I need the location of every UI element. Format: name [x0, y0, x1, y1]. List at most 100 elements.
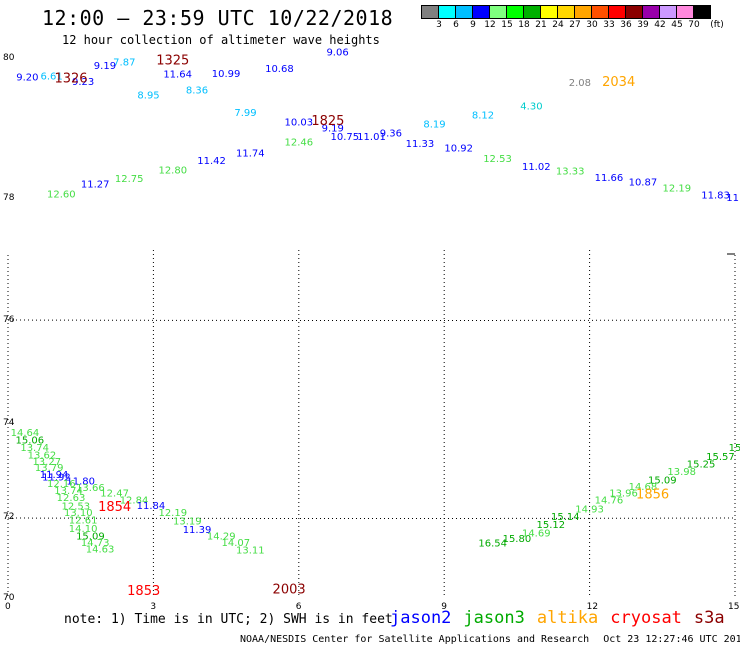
swh-value: 10.92 [444, 143, 473, 154]
legend-entry-jason3: jason3 [463, 608, 525, 628]
swh-value: 14.64 [11, 428, 40, 439]
satellite-legend: jason2 jason3 altika cryosat s3a [390, 608, 737, 628]
swh-value: 11.01 [357, 132, 386, 143]
lat-gridline [7, 517, 736, 519]
lon-tick-label: 6 [296, 602, 302, 612]
units-note: note: 1) Time is in UTC; 2) SWH is in fe… [64, 612, 393, 627]
swh-value: 14.10 [69, 524, 98, 535]
swh-value: 12.47 [100, 488, 129, 499]
swh-value: 7.87 [113, 58, 135, 69]
footer-source: NOAA/NESDIS Center for Satellite Applica… [240, 634, 590, 645]
swh-value: 13.96 [609, 488, 638, 499]
swh-value: 9.19 [322, 123, 344, 134]
swh-value: 8.36 [186, 86, 208, 97]
swh-value: 13.27 [32, 457, 61, 468]
colorbar-tick-label: 70 [688, 20, 700, 30]
colorbar-tick-label: 42 [654, 20, 666, 30]
swh-value: 13.11 [236, 546, 265, 557]
swh-value: 7.99 [234, 108, 256, 119]
colorbar-tick-label: 30 [586, 20, 598, 30]
colorbar-tick-label: 21 [535, 20, 547, 30]
colorbar-tick-label: 33 [603, 20, 615, 30]
colorbar-labels: 3 6 9 12 15 18 21 24 27 30 33 36 39 42 45 70 (ft) [421, 19, 724, 33]
swh-value: 13.62 [28, 451, 57, 462]
swh-value: 11.27 [81, 180, 110, 191]
swh-value: 12.80 [158, 166, 187, 177]
swh-value: 9.20 [16, 73, 38, 84]
swh-value: 12.61 [69, 515, 98, 526]
swh-value: 12.53 [62, 501, 91, 512]
swh-value: 13.74 [54, 486, 83, 497]
swh-value: 13.74 [20, 443, 49, 454]
lon-tick-label: 9 [441, 602, 447, 612]
swh-value: 11 [726, 193, 739, 204]
swh-value: 11.84 [137, 501, 166, 512]
legend-entry-s3a: s3a [693, 608, 725, 628]
swh-value: 11.92 [42, 472, 71, 483]
lat-tick-label: 72 [3, 512, 14, 522]
pass-time-label: 1853 [127, 584, 160, 599]
swh-value: 14.07 [221, 538, 250, 549]
colorbar-tick-label: 3 [436, 20, 442, 30]
swh-value: 12.63 [57, 493, 86, 504]
swh-value: 13.10 [64, 508, 93, 519]
swh-value: 15.25 [687, 459, 716, 470]
swh-value: 10.87 [629, 177, 658, 188]
swh-value: 11.02 [522, 162, 551, 173]
lat-tick-label: 78 [3, 193, 15, 203]
lat-tick-label: 76 [3, 315, 15, 325]
swh-value: 11.94 [40, 470, 69, 481]
colorbar-unit: (ft) [710, 20, 724, 30]
colorbar-tick-label: 27 [569, 20, 581, 30]
swh-value: 9.36 [380, 128, 402, 139]
swh-value: 14.29 [207, 532, 236, 543]
colorbar-swatch [693, 5, 711, 19]
swh-value: 9.19 [94, 61, 116, 72]
swh-value: 15.12 [537, 520, 566, 531]
swh-value: 15.09 [76, 532, 105, 543]
page-subtitle: 12 hour collection of altimeter wave hei… [62, 33, 380, 47]
pass-time-label: 1854 [98, 500, 131, 515]
swh-value: 12.46 [284, 137, 313, 148]
swh-value: 9.06 [326, 47, 348, 58]
swh-value: 13.33 [556, 167, 585, 178]
swh-value: 15.57 [706, 452, 735, 463]
lat-tick-label: 74 [3, 418, 15, 428]
swh-value: 12.60 [47, 189, 76, 200]
swh-value: 11.42 [197, 156, 226, 167]
footer-timestamp: Oct 23 12:27:46 UTC 2018 [603, 634, 740, 645]
pass-time-label: 2003 [273, 583, 306, 598]
swh-value: 15.09 [648, 476, 677, 487]
page-title: 12:00 – 23:59 UTC 10/22/2018 [42, 6, 394, 30]
swh-value: 12.19 [158, 508, 187, 519]
pass-time-label: 1326 [54, 71, 87, 86]
colorbar-tick-label: 45 [671, 20, 683, 30]
swh-value: 14.69 [522, 528, 551, 539]
legend-entry-cryosat: cryosat [610, 608, 682, 628]
lat-tick-label: 80 [3, 53, 15, 63]
swh-value: 11.66 [595, 173, 624, 184]
swh-value: 13.19 [173, 517, 202, 528]
colorbar-tick-label: 39 [637, 20, 649, 30]
swh-value: 15 [729, 443, 740, 454]
swh-value: 8.95 [137, 91, 159, 102]
lat-tick-label: 70 [3, 593, 15, 603]
colorbar-tick-label: 18 [518, 20, 530, 30]
colorbar-tick-label: 12 [484, 20, 496, 30]
colorbar-tick-label: 15 [501, 20, 513, 30]
swh-value: 10.03 [284, 118, 313, 129]
swh-value: 10.68 [265, 64, 294, 75]
legend-entry-jason2: jason2 [390, 608, 452, 628]
swh-value: 13.66 [76, 483, 105, 494]
colorbar-tick-label: 36 [620, 20, 632, 30]
lon-tick-label: 15 [728, 602, 739, 612]
swh-value: 12.53 [483, 154, 512, 165]
swh-value: 14.93 [575, 505, 604, 516]
colorbar-tick-label: 24 [552, 20, 564, 30]
swh-value: 15.14 [551, 512, 580, 523]
pass-time-label: 1856 [636, 488, 669, 503]
swh-value: 11.83 [701, 190, 730, 201]
colorbar-legend: 3 6 9 12 15 18 21 24 27 30 33 36 39 42 45 70 (ft) [421, 5, 724, 33]
swh-value: 4.30 [520, 101, 542, 112]
